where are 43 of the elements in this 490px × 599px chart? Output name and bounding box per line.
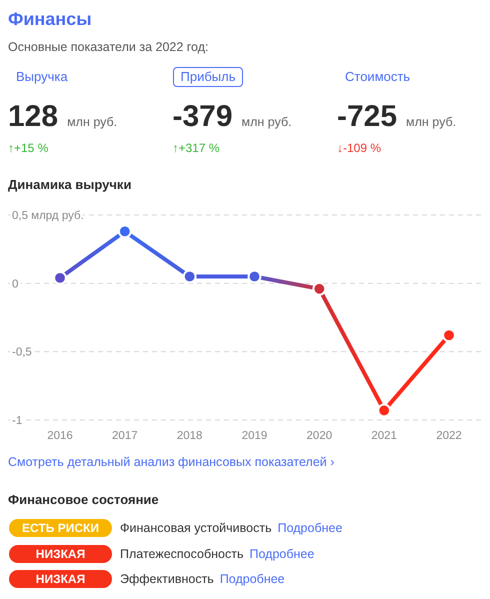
- x-tick-label: 2021: [371, 430, 397, 442]
- x-tick-label: 2016: [47, 430, 73, 442]
- x-tick-label: 2018: [176, 430, 202, 442]
- text: -379: [172, 100, 233, 133]
- text: Стоимость: [345, 69, 410, 84]
- text: Подробнее: [278, 521, 342, 535]
- point: [248, 270, 262, 284]
- text: Подробнее: [220, 572, 285, 586]
- text: ↑+15 %: [8, 141, 48, 155]
- text: Смотреть детальный анализ финансовых показателей ›: [8, 455, 334, 469]
- text: НИЗКАЯ: [36, 546, 86, 560]
- text: Финансы: [8, 9, 92, 29]
- text: Финансовая устойчивость: [120, 521, 272, 535]
- point: [312, 282, 326, 296]
- y-tick-label: -0,5: [12, 346, 32, 359]
- x-tick-label: 2022: [436, 430, 462, 442]
- text: млн руб.: [67, 115, 118, 129]
- x-tick-label: 2020: [306, 430, 332, 442]
- text: НИЗКАЯ: [36, 572, 86, 586]
- y-tick-label: -1: [12, 415, 22, 428]
- text: -725: [337, 100, 398, 133]
- text: Платежеспособность: [120, 546, 244, 560]
- text: Финансовое состояние: [8, 492, 159, 507]
- x-tick-label: 2017: [112, 430, 138, 442]
- text: Прибыль: [180, 69, 236, 84]
- text: ↑+317 %: [172, 141, 220, 155]
- y-tick-label: 0,5 млрд руб.: [12, 210, 84, 222]
- point: [182, 270, 197, 284]
- text: млн руб.: [406, 115, 456, 129]
- point: [442, 328, 456, 342]
- text: 128: [8, 100, 58, 133]
- text: Выручка: [16, 69, 68, 84]
- text: Эффективность: [120, 572, 214, 586]
- point: [53, 270, 67, 285]
- text: Основные показатели за 2022 год:: [8, 40, 209, 54]
- y-tick-label: 0: [12, 278, 18, 290]
- x-tick-label: 2019: [242, 430, 268, 442]
- point: [377, 404, 392, 418]
- chart-title: Динамика выручки: [8, 177, 132, 192]
- text: ↓-109 %: [337, 141, 382, 155]
- text: ЕСТЬ РИСКИ: [22, 521, 99, 535]
- text: млн руб.: [242, 115, 292, 129]
- text: Подробнее: [249, 546, 314, 560]
